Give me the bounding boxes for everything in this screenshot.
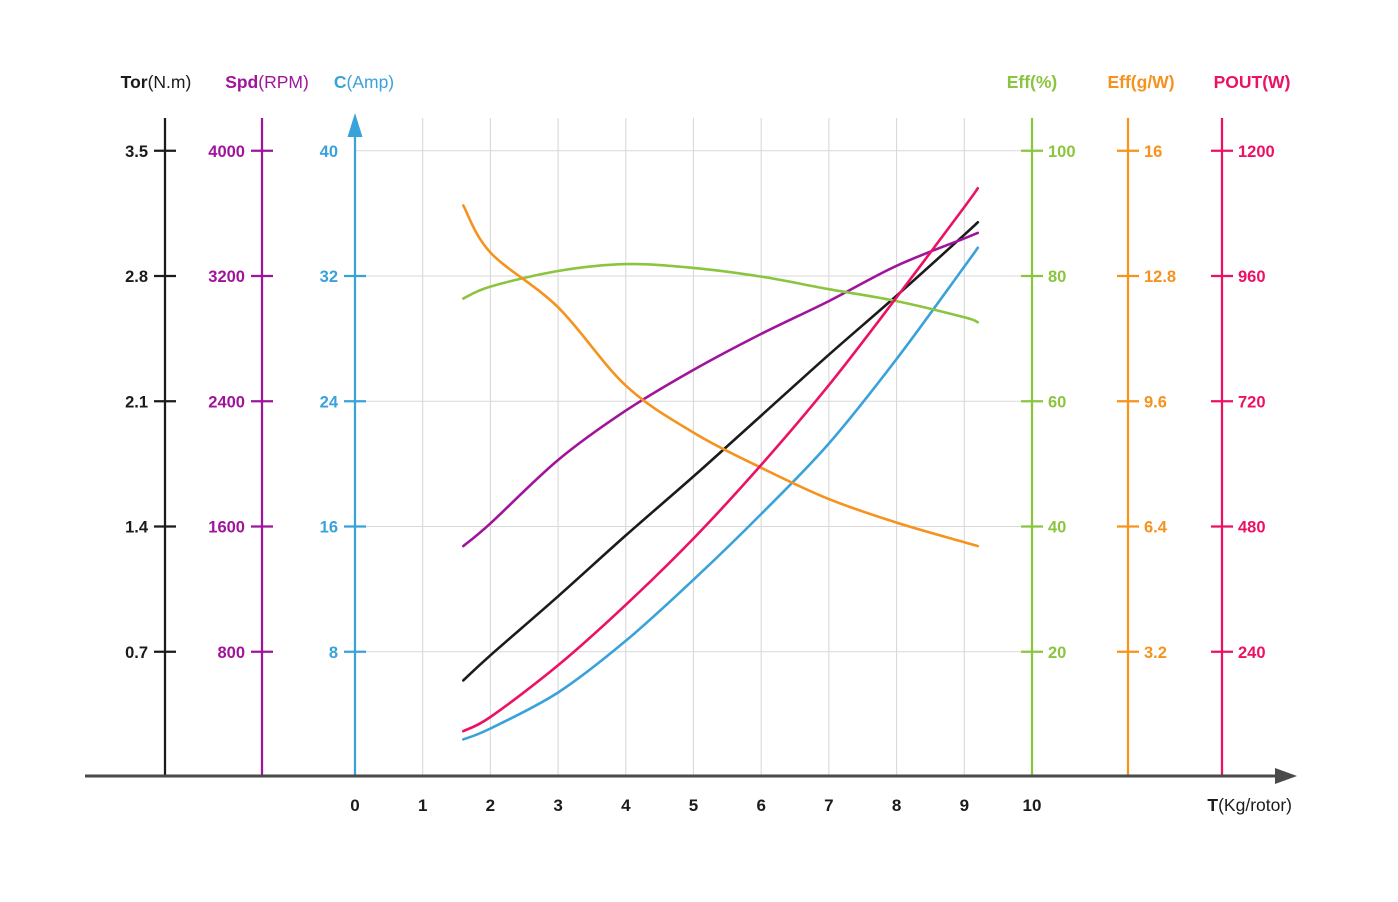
x-tick-label: 6 (756, 796, 765, 815)
series-title-tor: Tor(N.m) (121, 72, 192, 92)
axis-tick-label-tor: 2.8 (125, 268, 148, 286)
axis-tick-label-pout: 720 (1238, 393, 1266, 411)
series-title-pout: POUT(W) (1214, 72, 1291, 92)
axis-tick-label-spd: 1600 (208, 519, 245, 537)
axis-tick-label-eff-gw: 12.8 (1144, 268, 1176, 286)
series-curve-eff-gw (462, 204, 980, 548)
series-curve-tor (462, 221, 980, 682)
x-tick-label: 9 (960, 796, 969, 815)
axis-tick-label-eff-gw: 9.6 (1144, 393, 1167, 411)
axis-tick-label-c: 32 (320, 268, 338, 286)
x-tick-label: 5 (689, 796, 698, 815)
axis-tick-label-c: 8 (329, 644, 338, 662)
x-tick-label: 3 (553, 796, 562, 815)
series-title-c: C(Amp) (334, 72, 394, 92)
axis-tick-label-pout: 960 (1238, 268, 1266, 286)
x-axis-arrow-right-icon (1275, 768, 1297, 784)
series-curve-c (462, 246, 980, 741)
x-tick-label: 0 (350, 796, 359, 815)
x-tick-label: 2 (486, 796, 495, 815)
axis-tick-label-pout: 240 (1238, 644, 1266, 662)
axis-tick-label-eff-gw: 3.2 (1144, 644, 1167, 662)
axis-tick-label-spd: 800 (217, 644, 245, 662)
axis-tick-label-spd: 4000 (208, 143, 245, 161)
series-title-eff-gw: Eff(g/W) (1107, 72, 1174, 92)
series-curve-spd (462, 231, 980, 548)
x-tick-label: 10 (1023, 796, 1042, 815)
series-title-eff-pct: Eff(%) (1007, 72, 1058, 92)
series-curve-pout (462, 187, 980, 733)
axis-tick-label-spd: 2400 (208, 393, 245, 411)
axis-tick-label-spd: 3200 (208, 268, 245, 286)
axis-tick-label-eff-gw: 16 (1144, 143, 1162, 161)
axis-tick-label-eff-pct: 80 (1048, 268, 1066, 286)
x-tick-label: 1 (418, 796, 427, 815)
x-tick-label: 4 (621, 796, 631, 815)
axis-tick-label-c: 16 (320, 519, 338, 537)
axis-tick-label-c: 40 (320, 143, 338, 161)
x-axis-title: T(Kg/rotor) (1207, 795, 1292, 815)
axis-tick-label-pout: 480 (1238, 519, 1266, 537)
axis-tick-label-eff-gw: 6.4 (1144, 519, 1168, 537)
axis-tick-label-tor: 1.4 (125, 519, 149, 537)
c-axis-arrow-up-icon (347, 113, 363, 137)
axis-tick-label-tor: 3.5 (125, 143, 148, 161)
axis-tick-label-pout: 1200 (1238, 143, 1275, 161)
series-title-spd: Spd(RPM) (225, 72, 309, 92)
axis-tick-label-eff-pct: 100 (1048, 143, 1076, 161)
x-tick-label: 8 (892, 796, 901, 815)
axis-tick-label-eff-pct: 40 (1048, 519, 1066, 537)
series-curve-eff-pct (462, 262, 980, 324)
axis-tick-label-tor: 0.7 (125, 644, 148, 662)
axis-tick-label-tor: 2.1 (125, 393, 148, 411)
axis-tick-label-c: 24 (320, 393, 339, 411)
axis-tick-label-eff-pct: 60 (1048, 393, 1066, 411)
axis-tick-label-eff-pct: 20 (1048, 644, 1066, 662)
x-tick-label: 7 (824, 796, 833, 815)
